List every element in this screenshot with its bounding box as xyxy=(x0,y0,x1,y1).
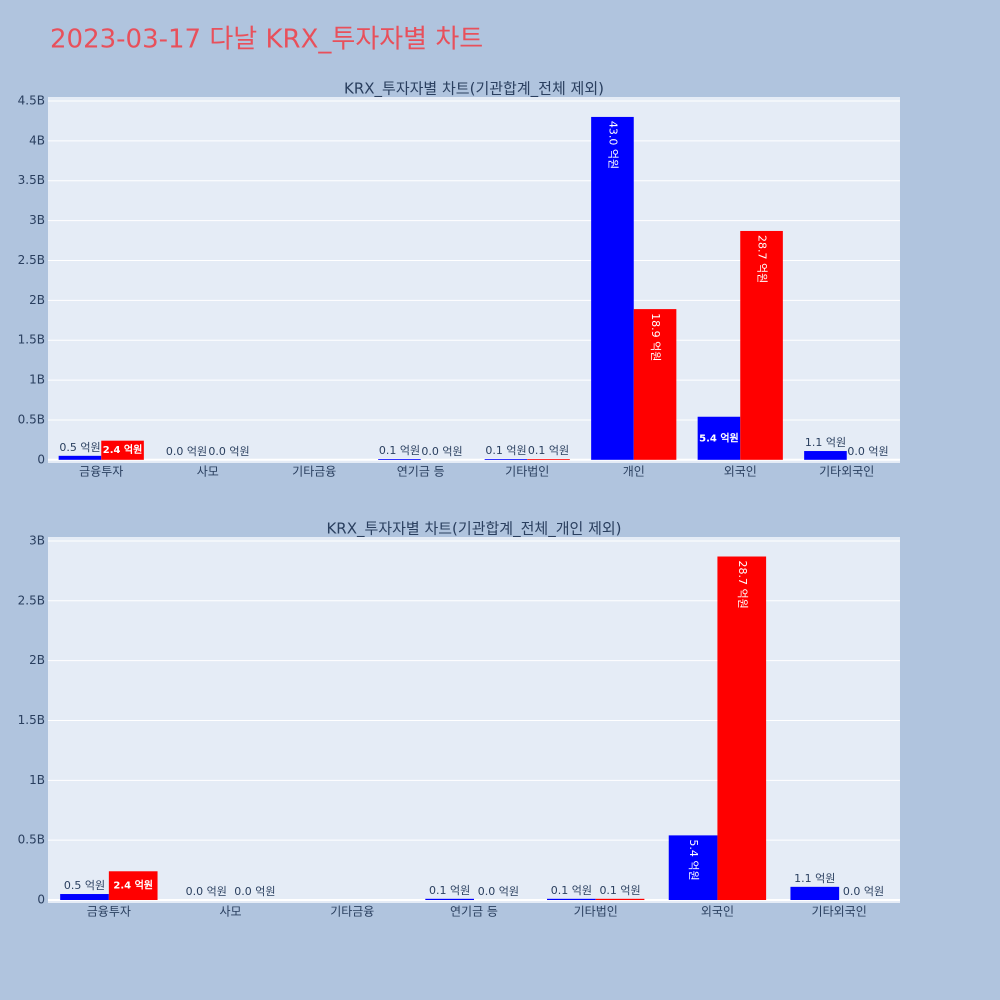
chart-title: KRX_투자자별 차트(기관합계_전체 제외) xyxy=(344,80,604,99)
value-label: 1.1 억원 xyxy=(805,436,846,449)
y-tick-label: 1B xyxy=(29,773,45,787)
value-label: 0.0 억원 xyxy=(843,885,884,898)
y-tick-label: 0 xyxy=(37,893,45,907)
x-tick-label: 외국인 xyxy=(724,465,757,479)
y-tick-label: 1.5B xyxy=(18,333,45,347)
bar xyxy=(101,440,144,460)
y-tick-label: 4B xyxy=(29,133,45,147)
bar xyxy=(425,898,474,901)
y-tick-label: 2B xyxy=(29,293,45,307)
y-tick-label: 3.5B xyxy=(18,173,45,187)
bar xyxy=(484,459,528,460)
y-tick-label: 1.5B xyxy=(18,713,45,727)
y-tick-label: 2.5B xyxy=(18,593,45,607)
value-label: 0.0 억원 xyxy=(166,445,207,458)
x-tick-label: 외국인 xyxy=(701,905,734,919)
x-tick-label: 사모 xyxy=(220,905,242,919)
y-tick-label: 0.5B xyxy=(18,833,45,847)
value-label: 0.5 억원 xyxy=(59,441,100,454)
y-tick-label: 0.5B xyxy=(18,412,45,426)
value-label: 0.0 억원 xyxy=(478,885,519,898)
x-tick-label: 기타법인 xyxy=(505,465,549,479)
value-label: 0.1 억원 xyxy=(429,884,470,897)
bar xyxy=(633,309,677,460)
x-tick-label: 연기금 등 xyxy=(397,465,445,479)
value-label: 2.4 억원 xyxy=(103,443,143,456)
y-tick-label: 4.5B xyxy=(18,93,45,107)
x-tick-label: 기타외국인 xyxy=(812,905,867,919)
x-tick-label: 사모 xyxy=(197,465,219,479)
bar xyxy=(697,416,741,460)
x-tick-label: 기타금융 xyxy=(330,905,374,919)
x-tick-label: 기타외국인 xyxy=(819,465,874,479)
value-label: 18.9 억원 xyxy=(649,313,662,361)
bar xyxy=(591,116,634,460)
value-label: 1.1 억원 xyxy=(794,872,835,885)
value-label: 43.0 억원 xyxy=(606,121,619,169)
y-tick-label: 2.5B xyxy=(18,253,45,267)
x-tick-label: 금융투자 xyxy=(79,465,123,479)
y-tick-label: 0 xyxy=(37,452,45,466)
bar xyxy=(740,230,783,460)
bar xyxy=(547,898,596,901)
bar xyxy=(790,886,840,901)
value-label: 0.1 억원 xyxy=(551,884,592,897)
value-label: 0.1 억원 xyxy=(379,444,420,457)
value-label: 0.0 억원 xyxy=(234,885,275,898)
bar xyxy=(60,894,109,901)
value-label: 28.7 억원 xyxy=(756,235,769,283)
value-label: 0.0 억원 xyxy=(847,445,888,458)
value-label: 28.7 억원 xyxy=(736,561,749,609)
value-label: 0.1 억원 xyxy=(599,884,640,897)
y-tick-label: 3B xyxy=(29,533,45,547)
x-tick-label: 기타금융 xyxy=(292,465,336,479)
x-tick-label: 금융투자 xyxy=(87,905,131,919)
value-label: 0.0 억원 xyxy=(186,885,227,898)
page-title: 2023-03-17 다날 KRX_투자자별 차트 xyxy=(50,25,483,55)
bar xyxy=(595,898,645,901)
bar xyxy=(108,871,158,901)
bar xyxy=(527,459,570,460)
value-label: 2.4 억원 xyxy=(113,879,153,892)
value-label: 0.0 억원 xyxy=(421,445,462,458)
y-tick-label: 3B xyxy=(29,213,45,227)
x-tick-label: 연기금 등 xyxy=(450,905,498,919)
bar xyxy=(804,451,847,460)
value-label: 5.4 억원 xyxy=(687,839,700,880)
y-tick-label: 2B xyxy=(29,653,45,667)
bar xyxy=(668,835,718,901)
value-label: 5.4 억원 xyxy=(699,431,739,444)
y-tick-label: 1B xyxy=(29,373,45,387)
value-label: 0.5 억원 xyxy=(64,879,105,892)
value-label: 0.1 억원 xyxy=(485,444,526,457)
x-tick-label: 개인 xyxy=(623,465,645,479)
bar xyxy=(717,556,767,901)
x-tick-label: 기타법인 xyxy=(574,905,618,919)
bar xyxy=(378,459,421,460)
value-label: 0.1 억원 xyxy=(528,444,569,457)
bar xyxy=(58,455,102,460)
chart-title: KRX_투자자별 차트(기관합계_전체_개인 제외) xyxy=(326,520,621,539)
value-label: 0.0 억원 xyxy=(208,445,249,458)
